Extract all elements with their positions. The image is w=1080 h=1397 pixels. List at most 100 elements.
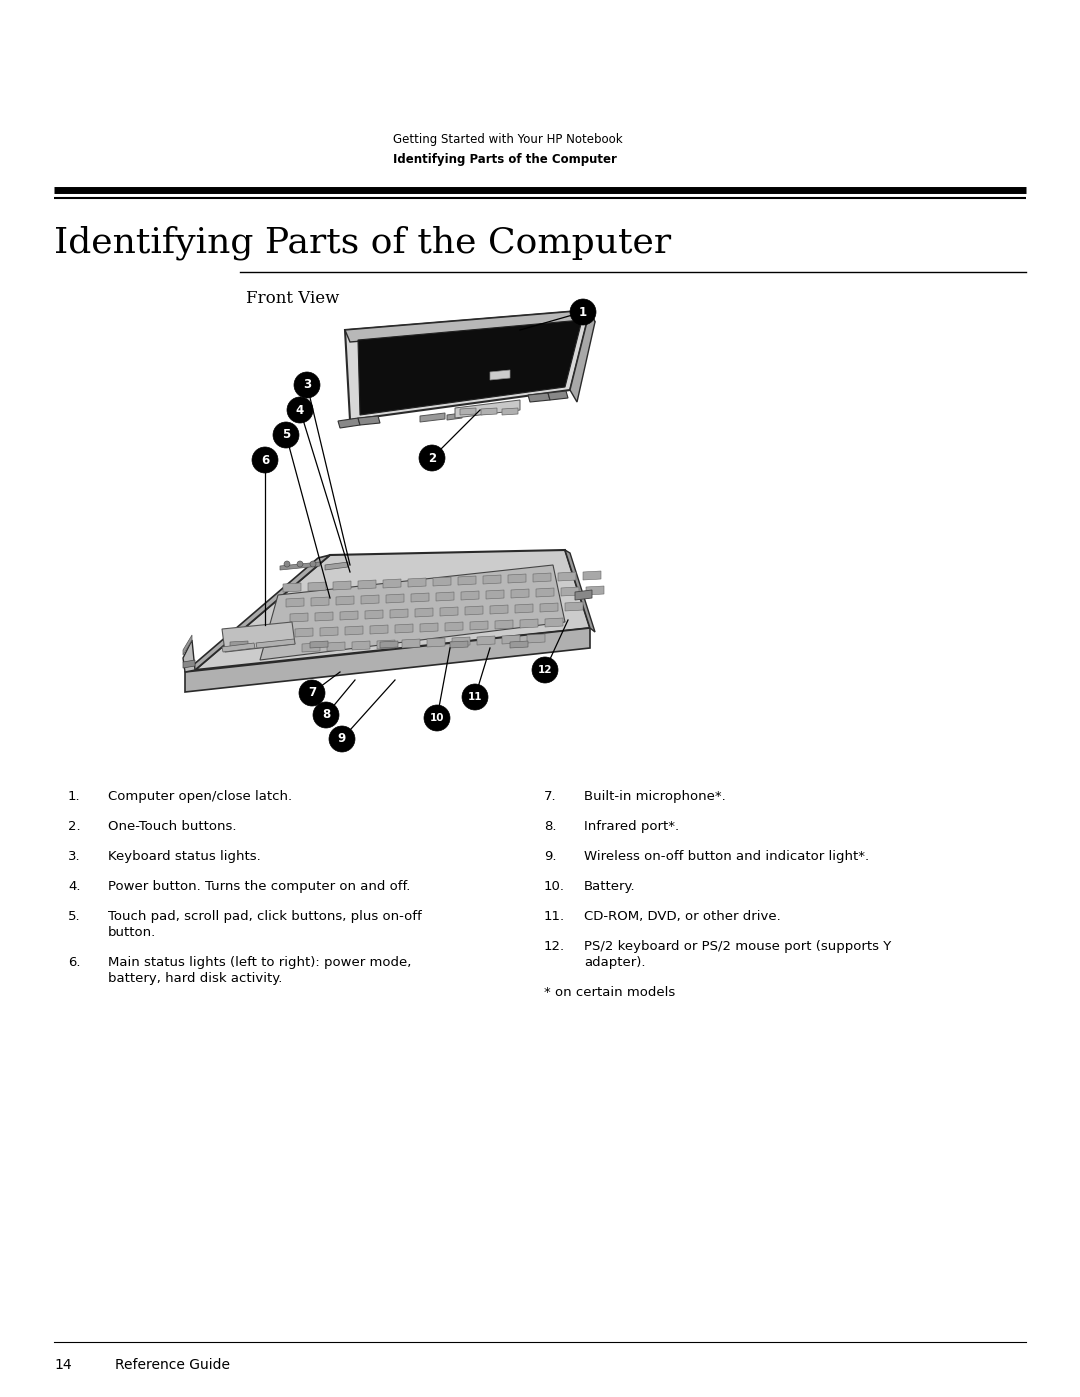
Text: 1.: 1. <box>68 789 81 803</box>
Polygon shape <box>377 640 395 650</box>
Polygon shape <box>470 622 488 630</box>
Polygon shape <box>453 637 470 645</box>
Polygon shape <box>433 577 451 585</box>
Polygon shape <box>183 659 195 668</box>
Circle shape <box>294 372 320 398</box>
Circle shape <box>329 726 355 752</box>
Polygon shape <box>308 583 326 591</box>
Polygon shape <box>548 391 568 400</box>
Polygon shape <box>183 640 195 672</box>
Polygon shape <box>583 571 600 580</box>
Polygon shape <box>527 634 545 643</box>
Circle shape <box>287 397 313 423</box>
Text: 3.: 3. <box>68 849 81 863</box>
Text: 10: 10 <box>430 712 444 724</box>
Polygon shape <box>222 643 255 652</box>
Circle shape <box>284 562 291 567</box>
Text: button.: button. <box>108 926 157 939</box>
Polygon shape <box>427 638 445 647</box>
Text: 9.: 9. <box>544 849 556 863</box>
Polygon shape <box>508 574 526 583</box>
Polygon shape <box>291 613 308 622</box>
Text: 8: 8 <box>322 708 330 721</box>
Polygon shape <box>325 562 348 570</box>
Circle shape <box>313 703 339 728</box>
Circle shape <box>299 680 325 705</box>
Text: PS/2 keyboard or PS/2 mouse port (supports Y: PS/2 keyboard or PS/2 mouse port (suppor… <box>584 940 891 953</box>
Polygon shape <box>256 638 295 648</box>
Text: battery, hard disk activity.: battery, hard disk activity. <box>108 972 282 985</box>
Polygon shape <box>575 590 592 599</box>
Polygon shape <box>515 604 534 613</box>
Circle shape <box>532 657 558 683</box>
Polygon shape <box>436 592 454 601</box>
Polygon shape <box>395 624 413 633</box>
Text: 11: 11 <box>468 692 483 703</box>
Text: 4: 4 <box>296 404 305 416</box>
Circle shape <box>570 299 596 326</box>
Polygon shape <box>283 583 301 592</box>
Polygon shape <box>402 638 420 648</box>
Text: Main status lights (left to right): power mode,: Main status lights (left to right): powe… <box>108 956 411 970</box>
Polygon shape <box>586 585 604 595</box>
Polygon shape <box>286 598 303 608</box>
Polygon shape <box>450 641 468 648</box>
Polygon shape <box>465 606 483 615</box>
Polygon shape <box>365 610 383 619</box>
Text: 8.: 8. <box>544 820 556 833</box>
Polygon shape <box>528 393 550 402</box>
Text: Wireless on-off button and indicator light*.: Wireless on-off button and indicator lig… <box>584 849 869 863</box>
Polygon shape <box>540 604 558 612</box>
Polygon shape <box>483 576 501 584</box>
Circle shape <box>424 705 450 731</box>
Polygon shape <box>345 626 363 636</box>
Polygon shape <box>565 602 583 610</box>
Text: Battery.: Battery. <box>584 880 636 893</box>
Polygon shape <box>383 578 401 588</box>
Text: 7: 7 <box>308 686 316 700</box>
Polygon shape <box>545 617 563 627</box>
Polygon shape <box>502 636 519 644</box>
Polygon shape <box>336 597 354 605</box>
Polygon shape <box>222 622 295 652</box>
Polygon shape <box>420 414 445 422</box>
Polygon shape <box>455 400 519 418</box>
Polygon shape <box>183 636 192 655</box>
Text: Power button. Turns the computer on and off.: Power button. Turns the computer on and … <box>108 880 410 893</box>
Polygon shape <box>510 641 528 648</box>
Polygon shape <box>460 408 476 415</box>
Polygon shape <box>519 619 538 629</box>
Polygon shape <box>310 641 328 648</box>
Polygon shape <box>490 605 508 615</box>
Polygon shape <box>370 624 388 634</box>
Circle shape <box>252 447 278 474</box>
Text: adapter).: adapter). <box>584 956 646 970</box>
Polygon shape <box>477 636 495 645</box>
Polygon shape <box>420 623 438 631</box>
Polygon shape <box>558 571 576 581</box>
Polygon shape <box>230 641 248 648</box>
Text: One-Touch buttons.: One-Touch buttons. <box>108 820 237 833</box>
Polygon shape <box>333 581 351 590</box>
Polygon shape <box>447 414 462 420</box>
Circle shape <box>419 446 445 471</box>
Polygon shape <box>315 612 333 622</box>
Circle shape <box>462 685 488 710</box>
Polygon shape <box>386 594 404 604</box>
Text: 5: 5 <box>282 429 291 441</box>
Polygon shape <box>327 643 345 651</box>
Polygon shape <box>345 310 590 420</box>
Polygon shape <box>260 564 565 659</box>
Text: Identifying Parts of the Computer: Identifying Parts of the Computer <box>54 225 671 260</box>
Polygon shape <box>352 641 370 650</box>
Text: 12: 12 <box>538 665 552 675</box>
Text: 2.: 2. <box>68 820 81 833</box>
Text: 2: 2 <box>428 451 436 464</box>
Text: 9: 9 <box>338 732 346 746</box>
Text: 3: 3 <box>302 379 311 391</box>
Polygon shape <box>415 608 433 617</box>
Text: CD-ROM, DVD, or other drive.: CD-ROM, DVD, or other drive. <box>584 909 781 923</box>
Text: 12.: 12. <box>544 940 565 953</box>
Polygon shape <box>302 643 320 652</box>
Polygon shape <box>357 416 380 425</box>
